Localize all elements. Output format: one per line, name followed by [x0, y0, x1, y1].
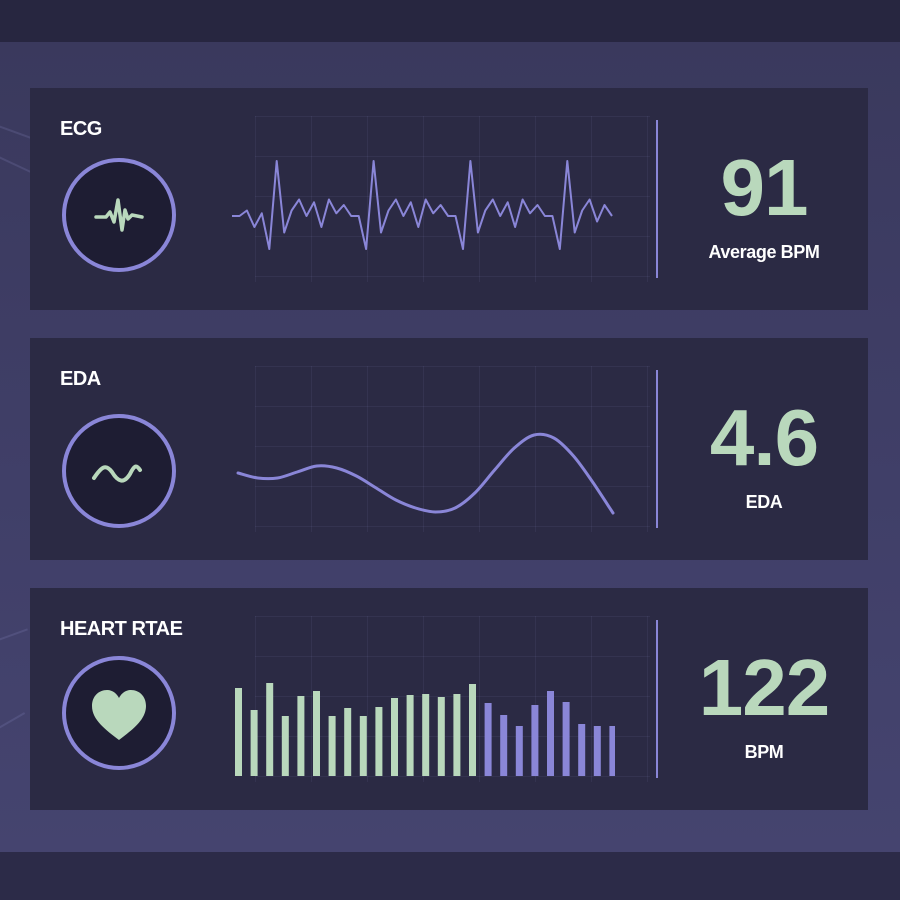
heart-rate-bar [297, 696, 305, 776]
pulse-icon [62, 158, 176, 272]
heart-rate-bar [515, 726, 523, 776]
heart-rate-bar [593, 726, 601, 776]
heart-rate-unit: BPM [744, 742, 784, 762]
ecg-value: 91 [720, 143, 809, 232]
ecg-unit: Average BPM [708, 242, 820, 262]
bottom-bar [0, 852, 900, 900]
heart-rate-bar [609, 726, 615, 776]
ecg-series-line [232, 160, 613, 250]
heart-rate-bar [547, 691, 554, 776]
ecg-chart [232, 160, 613, 250]
heart-rate-value: 122 [698, 643, 830, 732]
heart-rate-bar [562, 702, 570, 776]
heart-rate-bar [500, 715, 508, 776]
eda-series-line [236, 432, 615, 515]
heart-rate-bar [281, 716, 289, 776]
heart-rate-bar [328, 716, 336, 776]
heart-rate-chart [235, 683, 615, 776]
ecg-card[interactable]: ECG 91 Average BPM [30, 88, 868, 310]
eda-unit: EDA [745, 492, 783, 512]
heart-rate-bar [531, 705, 539, 776]
heart-rate-bar [359, 716, 367, 776]
heart-rate-bar [313, 691, 320, 776]
eda-chart-grid [255, 366, 650, 532]
heart-rate-bar [578, 724, 586, 776]
eda-value: 4.6 [709, 393, 819, 482]
sine-wave-icon [62, 414, 176, 528]
heart-rate-bar [484, 703, 492, 776]
heart-rate-bar [469, 684, 476, 776]
heart-rate-bar [375, 707, 383, 776]
ecg-chart-grid [255, 116, 650, 282]
divider [656, 370, 658, 528]
heart-rate-bar [235, 688, 242, 776]
heart-rate-bar [406, 695, 414, 776]
card-title: HEART RTAE [60, 618, 183, 640]
divider [656, 120, 658, 278]
eda-card[interactable]: EDA 4.6 EDA [30, 338, 868, 560]
heart-icon [62, 656, 176, 770]
heart-rate-bar [250, 710, 258, 776]
heart-rate-bar [422, 694, 430, 776]
heart-rate-bar [453, 694, 461, 776]
heart-rate-bar [391, 698, 398, 776]
divider [656, 620, 658, 778]
heart-rate-bar [266, 683, 274, 776]
card-title: EDA [60, 368, 101, 390]
card-title: ECG [60, 118, 102, 140]
heart-rate-bar [344, 708, 352, 776]
heart-rate-card[interactable]: HEART RTAE 122 BPM [30, 588, 868, 810]
eda-chart [236, 432, 615, 515]
top-bar [0, 0, 900, 42]
heart-rate-bar [437, 697, 445, 776]
